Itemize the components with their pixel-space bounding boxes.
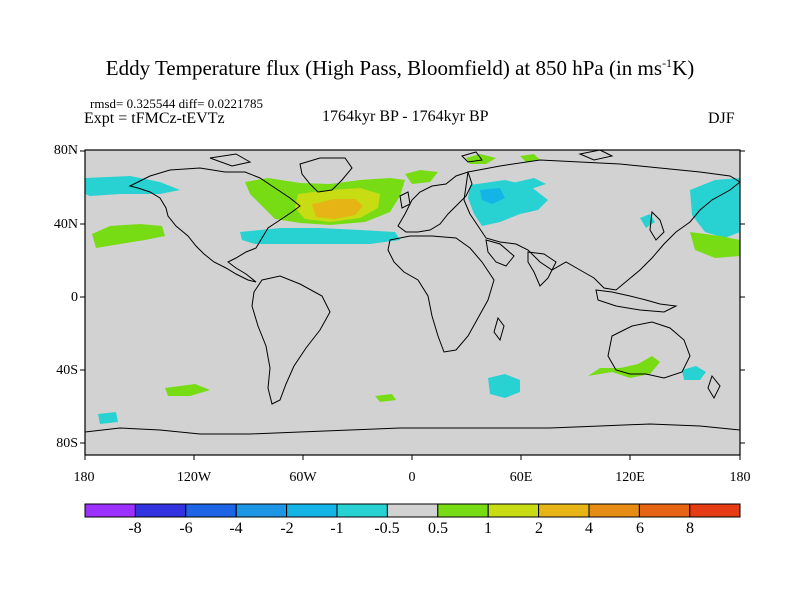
lat-label-80n: 80N — [53, 143, 78, 158]
europe-coast — [397, 171, 473, 233]
africa-coast — [387, 235, 495, 353]
period-label: 1764kyr BP - 1764kyr BP — [322, 108, 489, 125]
colorbar-label: -6 — [179, 520, 193, 537]
colorbar-label: 2 — [535, 520, 543, 537]
colorbar-label: 8 — [686, 520, 694, 537]
arctic-island — [578, 150, 614, 161]
colorbar-label: 6 — [636, 520, 644, 537]
southern-ocean-negative-patch — [98, 412, 118, 424]
lon-label-180e: 180 — [729, 470, 751, 485]
colorbar-box-11 — [588, 503, 640, 518]
east-pacific-positive-field — [92, 224, 165, 248]
colorbar-box-8 — [437, 503, 489, 518]
experiment-label: Expt = tFMCz-tEVTz — [84, 110, 225, 127]
colorbar-box-7 — [386, 503, 439, 518]
colorbar-label: 0.5 — [428, 520, 448, 537]
map-title: Eddy Temperature flux (High Pass, Bloomf… — [0, 56, 800, 81]
subtropical-atlantic-negative-field — [240, 228, 400, 244]
lon-label-120w: 120W — [176, 470, 212, 485]
west-pacific-negative-field — [690, 178, 740, 238]
lat-label-eq: 0 — [71, 290, 78, 305]
colorbar-box-3 — [185, 503, 237, 518]
lat-label-40n: 40N — [53, 217, 78, 232]
south-pacific-positive-patch — [165, 384, 210, 396]
indonesia-coast — [595, 289, 678, 313]
lon-label-180w: 180 — [73, 470, 95, 485]
arctic-island — [461, 151, 483, 163]
anomaly-fields — [85, 154, 740, 424]
colorbar-label: 1 — [484, 520, 492, 537]
colorbar-box-1 — [84, 503, 136, 518]
lat-label-80s: 80S — [56, 436, 78, 451]
north-atlantic-max-field — [312, 199, 363, 219]
eurasia-stronger-negative — [480, 188, 505, 204]
new-zealand-coast — [707, 374, 721, 400]
west-pacific-positive-field — [690, 232, 740, 258]
south-indian-positive-patch — [588, 356, 660, 378]
antarctica-coast — [85, 423, 740, 435]
colorbar — [84, 503, 741, 518]
india-coast — [527, 251, 557, 287]
north-pacific-negative-field — [85, 176, 180, 196]
colorbar-label: -2 — [280, 520, 294, 537]
lon-label-120e: 120E — [615, 470, 645, 485]
north-america-coast — [128, 167, 301, 283]
colorbar-box-9 — [487, 503, 540, 518]
title-main: Eddy Temperature flux (High Pass, Bloomf… — [105, 56, 663, 80]
australia-coast — [607, 321, 691, 379]
colorbar-box-12 — [638, 503, 691, 518]
lat-ticks — [80, 150, 745, 444]
arctic-negative-patch — [508, 178, 546, 190]
colorbar-label: -0.5 — [374, 520, 400, 537]
stats-text: rmsd= 0.325544 diff= 0.0221785 — [90, 96, 263, 111]
colorbar-box-6 — [336, 503, 388, 518]
arabia-coast — [485, 239, 515, 267]
colorbar-box-4 — [235, 503, 288, 518]
lat-label-40s: 40S — [56, 363, 78, 378]
lon-label-0: 0 — [408, 470, 416, 485]
uk-coast — [399, 191, 411, 209]
coastlines — [85, 150, 740, 435]
lon-ticks — [84, 455, 741, 460]
south-america-coast — [251, 275, 331, 405]
colorbar-label: 4 — [585, 520, 593, 537]
japan-coast — [649, 210, 665, 241]
colorbar-box-10 — [538, 503, 590, 518]
lon-label-60e: 60E — [509, 470, 533, 485]
asia-coast — [463, 159, 740, 291]
south-indian-negative-patch — [488, 374, 520, 398]
arctic-positive-patch — [405, 170, 438, 184]
south-pacific-negative-patch — [682, 366, 706, 380]
colorbar-box-13 — [689, 503, 741, 518]
madagascar-coast — [493, 316, 505, 342]
arctic-positive-patch — [520, 154, 540, 162]
season-label: DJF — [708, 110, 735, 127]
lon-label-60w: 60W — [289, 470, 317, 485]
arctic-island — [209, 153, 252, 167]
title-superscript: -1 — [662, 56, 673, 70]
greenland-coast — [299, 157, 353, 193]
colorbar-label: -8 — [128, 520, 142, 537]
title-end: K) — [672, 56, 695, 80]
south-atlantic-positive-patch — [375, 394, 396, 402]
colorbar-box-2 — [134, 503, 187, 518]
colorbar-label: -1 — [330, 520, 344, 537]
map-background — [85, 150, 740, 455]
colorbar-box-5 — [286, 503, 338, 518]
colorbar-label: -4 — [229, 520, 243, 537]
